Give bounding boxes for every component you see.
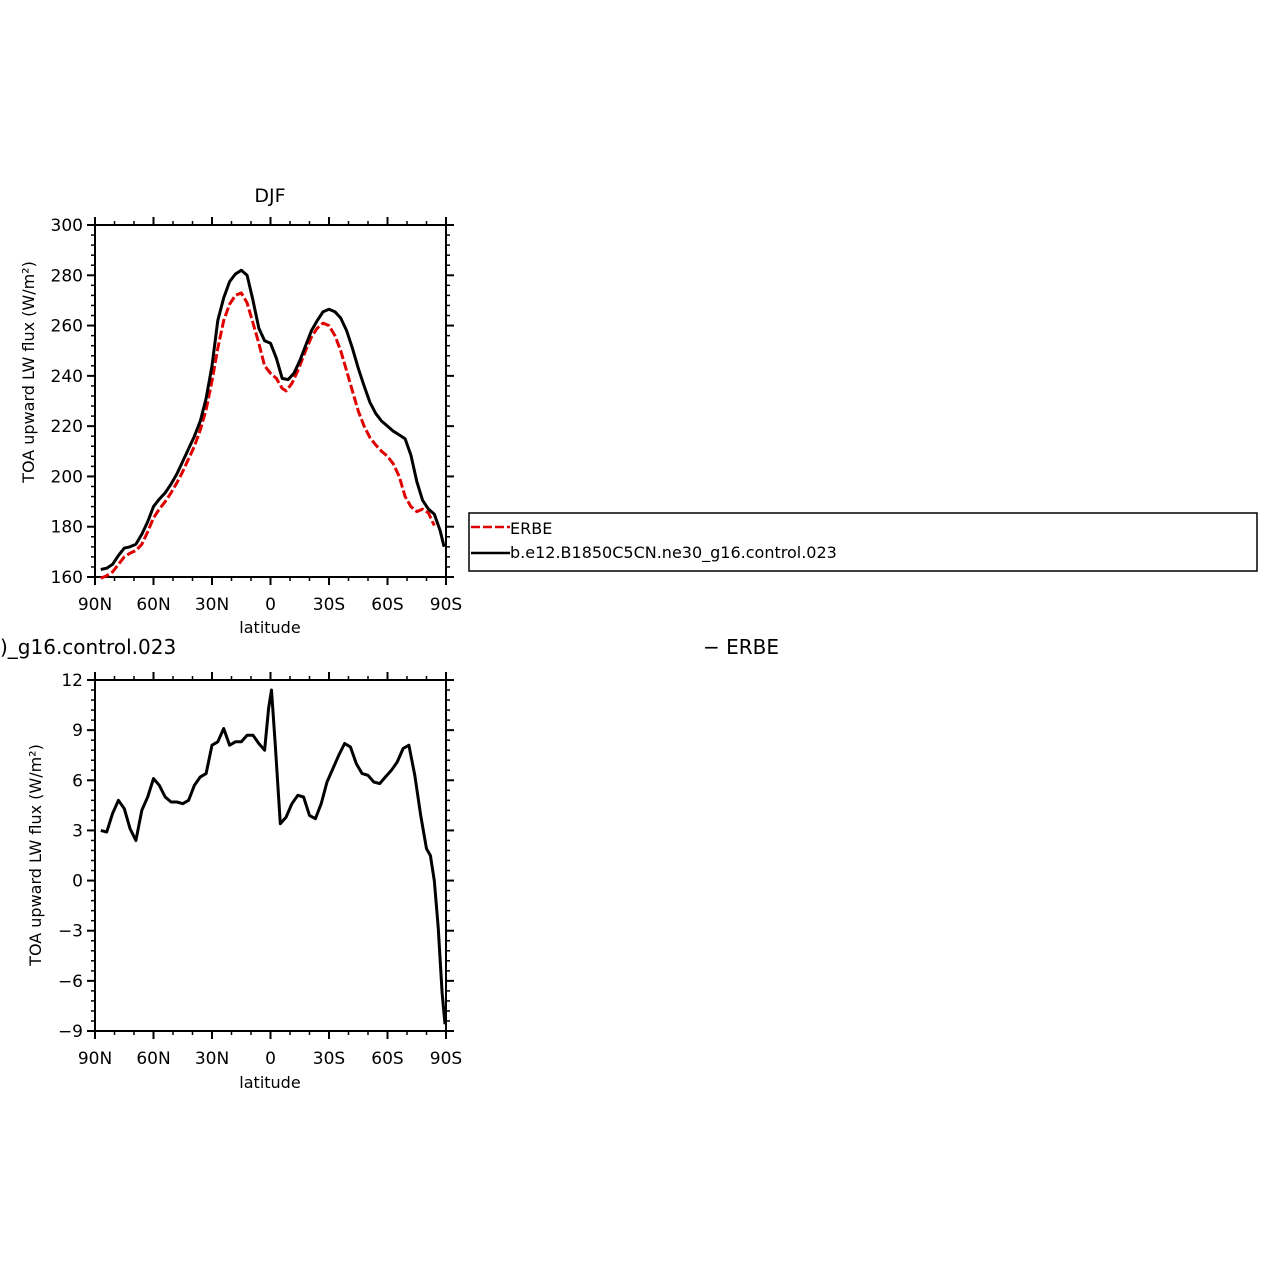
top-xtick-label: 30N <box>195 595 229 615</box>
top-xtick-label: 60N <box>136 595 170 615</box>
bottom-xtick-label: 90S <box>430 1049 462 1069</box>
top-xtick-label: 90N <box>78 595 112 615</box>
top-chart-title: DJF <box>254 185 285 207</box>
bottom-xtick-label: 0 <box>265 1049 276 1069</box>
top-chart-panel: DJF 160 180 200 220 240 260 280 300 90N 60N 30N 0 30… <box>19 185 462 637</box>
bottom-xtick-label: 30S <box>313 1049 345 1069</box>
top-ytick-label: 260 <box>51 317 83 337</box>
top-y-axis-title: TOA upward LW flux (W/m²) <box>19 261 38 484</box>
top-ytick-label: 200 <box>51 467 83 487</box>
top-xtick-label: 60S <box>371 595 403 615</box>
bottom-ytick-label: 12 <box>61 671 83 691</box>
bottom-ytick-label: 3 <box>72 821 83 841</box>
bottom-ytick-label: 0 <box>72 872 83 892</box>
top-xtick-label: 0 <box>265 595 276 615</box>
top-series-line-1 <box>100 268 446 571</box>
bottom-ytick-label: −3 <box>58 922 83 942</box>
bottom-xtick-label: 60N <box>136 1049 170 1069</box>
bottom-ytick-label: 9 <box>72 721 83 741</box>
bottom-xtick-label: 90N <box>78 1049 112 1069</box>
top-axis-ticks: 160 180 200 220 240 260 280 300 90N 60N 30N 0 30S 60S… <box>51 216 463 615</box>
bottom-ytick-label: −6 <box>58 972 83 992</box>
top-ytick-label: 180 <box>51 518 83 538</box>
bottom-xtick-label: 60S <box>371 1049 403 1069</box>
bottom-chart-title-right: − ERBE <box>703 635 779 659</box>
bottom-series-line-0 <box>100 688 447 1025</box>
top-series-line-0 <box>100 291 436 580</box>
top-ytick-label: 220 <box>51 417 83 437</box>
bottom-chart-title: )_g16.control.023 <box>0 635 176 659</box>
legend: ERBE b.e12.B1850C5CN.ne30_g16.control.02… <box>468 512 1258 572</box>
top-ytick-label: 280 <box>51 266 83 286</box>
bottom-x-axis-title: latitude <box>239 1073 300 1092</box>
top-xtick-label: 30S <box>313 595 345 615</box>
bottom-y-axis-title: TOA upward LW flux (W/m²) <box>26 744 45 967</box>
legend-erbe-label: ERBE <box>510 519 552 538</box>
bottom-axis-ticks: −9 −6 −3 0 3 6 9 12 90N 60N 30N 0 30S 60S 90S <box>58 671 462 1069</box>
legend-box <box>468 512 1258 572</box>
top-ytick-label: 160 <box>51 568 83 588</box>
legend-model-label: b.e12.B1850C5CN.ne30_g16.control.023 <box>510 543 837 563</box>
top-ytick-label: 300 <box>51 216 83 236</box>
bottom-series-lines <box>100 688 447 1025</box>
top-xtick-label: 90S <box>430 595 462 615</box>
bottom-chart-panel: )_g16.control.023 − ERBE −9 −6 −3 0 3 6 9 12 90N… <box>0 635 779 1092</box>
top-ytick-label: 240 <box>51 367 83 387</box>
top-series-lines <box>100 268 446 580</box>
bottom-plot-frame <box>94 679 447 1032</box>
bottom-ytick-label: −9 <box>58 1022 83 1042</box>
top-x-axis-title: latitude <box>239 618 300 637</box>
bottom-xtick-label: 30N <box>195 1049 229 1069</box>
bottom-ytick-label: 6 <box>72 771 83 791</box>
